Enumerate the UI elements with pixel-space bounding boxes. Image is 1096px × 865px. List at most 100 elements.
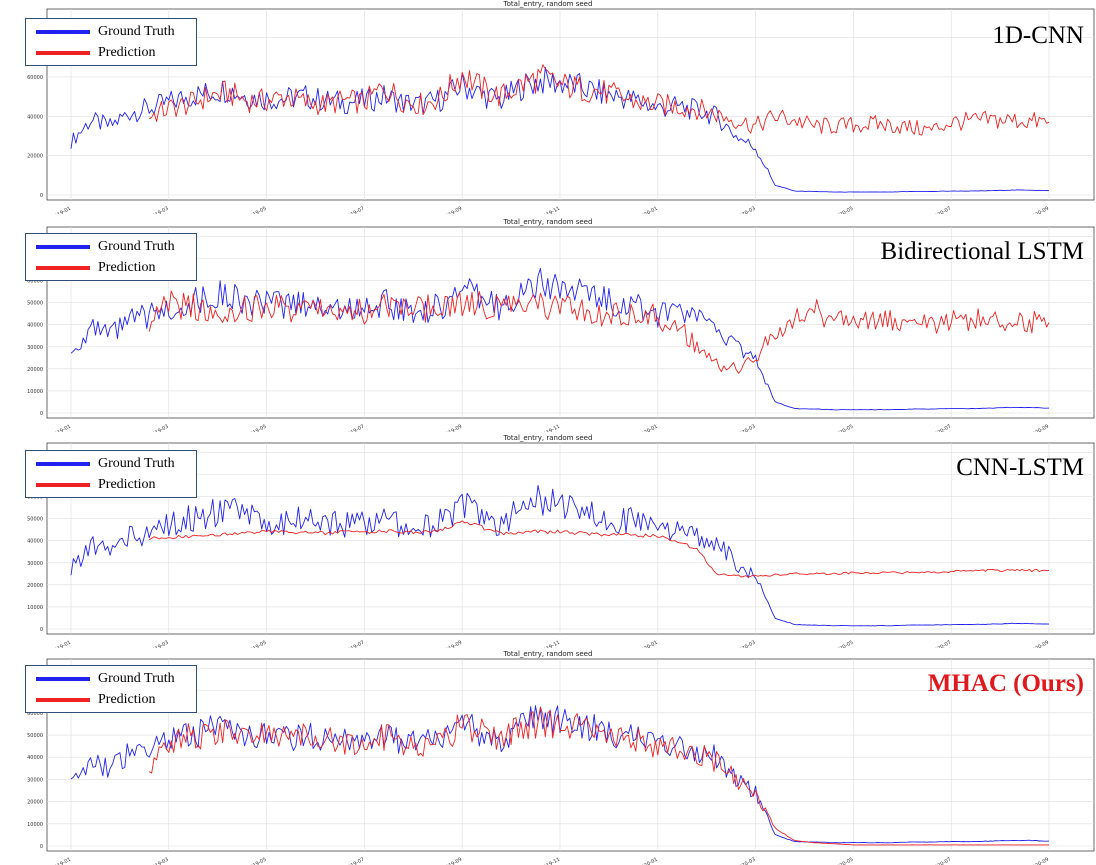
x-tick-label: 2020-01 [638, 424, 659, 432]
legend: Ground Truth Prediction [25, 18, 197, 66]
legend-label: Prediction [98, 260, 156, 275]
y-tick-label: 30000 [27, 345, 43, 351]
ground-truth-line [70, 705, 1050, 844]
legend: Ground Truth Prediction [25, 233, 197, 281]
x-tick-label: 2019-07 [344, 857, 365, 865]
chart-panel-3: 0100002000030000400005000060000700008000… [0, 434, 1096, 648]
y-tick-label: 10000 [27, 389, 43, 395]
prediction-line [148, 520, 1050, 578]
chart-panel-1: 0200004000060000800002019-012019-032019-… [0, 0, 1096, 214]
legend-label: Prediction [98, 692, 156, 707]
x-tick-label: 2020-07 [931, 640, 952, 648]
panel-title: Total_entry, random seed [503, 0, 593, 8]
x-tick-label: 2019-01 [51, 857, 72, 865]
x-tick-label: 2019-01 [51, 206, 72, 214]
y-tick-label: 10000 [27, 605, 43, 611]
legend-swatch [36, 245, 90, 249]
legend-label: Ground Truth [98, 671, 175, 686]
y-tick-label: 50000 [27, 517, 43, 523]
legend-swatch [36, 677, 90, 681]
x-tick-label: 2019-09 [442, 206, 463, 214]
model-label: MHAC (Ours) [927, 670, 1084, 697]
x-tick-label: 2020-07 [931, 857, 952, 865]
chart-svg: 0100002000030000400005000060000700008000… [27, 442, 1095, 648]
x-tick-label: 2019-07 [344, 424, 365, 432]
legend-item-ground-truth: Ground Truth [36, 455, 175, 473]
y-tick-label: 60000 [27, 75, 43, 81]
x-tick-label: 2019-11 [540, 640, 561, 648]
y-tick-label: 30000 [27, 777, 43, 783]
x-tick-label: 2020-05 [833, 206, 854, 214]
y-tick-label: 10000 [27, 822, 43, 828]
model-label: 1D-CNN [992, 22, 1084, 49]
y-tick-label: 20000 [27, 800, 43, 806]
x-tick-label: 2019-11 [540, 857, 561, 865]
x-tick-label: 2019-05 [246, 424, 267, 432]
x-tick-label: 2020-05 [833, 424, 854, 432]
x-tick-label: 2019-03 [149, 640, 170, 648]
legend-item-ground-truth: Ground Truth [36, 238, 175, 256]
x-tick-label: 2020-01 [638, 640, 659, 648]
panel-title: Total_entry, random seed [503, 650, 593, 658]
panel-title: Total_entry, random seed [503, 218, 593, 226]
x-tick-label: 2019-09 [442, 424, 463, 432]
legend-swatch [36, 51, 90, 55]
x-tick-label: 2020-05 [833, 857, 854, 865]
plot-frame [46, 226, 1095, 419]
x-tick-label: 2020-03 [735, 424, 756, 432]
y-tick-label: 0 [40, 844, 43, 850]
y-tick-label: 60000 [27, 279, 43, 285]
y-tick-label: 0 [40, 627, 43, 633]
legend-item-prediction: Prediction [36, 476, 156, 494]
x-tick-label: 2020-09 [1029, 206, 1050, 214]
chart-panel-4: 0100002000030000400005000060000700008000… [0, 650, 1096, 865]
x-tick-label: 2019-11 [540, 424, 561, 432]
legend-item-prediction: Prediction [36, 259, 156, 277]
legend-label: Ground Truth [98, 456, 175, 471]
prediction-line [148, 64, 1050, 136]
y-tick-label: 20000 [27, 583, 43, 589]
y-tick-label: 40000 [27, 539, 43, 545]
panel-title: Total_entry, random seed [503, 434, 593, 442]
legend-swatch [36, 266, 90, 270]
legend-item-ground-truth: Ground Truth [36, 670, 175, 688]
x-tick-label: 2019-05 [246, 857, 267, 865]
x-tick-label: 2020-01 [638, 857, 659, 865]
x-tick-label: 2020-09 [1029, 857, 1050, 865]
x-tick-label: 2019-09 [442, 640, 463, 648]
legend-item-prediction: Prediction [36, 691, 156, 709]
y-tick-label: 40000 [27, 323, 43, 329]
y-tick-label: 40000 [27, 114, 43, 120]
chart-svg: 0100002000030000400005000060000700008000… [27, 658, 1095, 865]
legend-label: Prediction [98, 477, 156, 492]
x-tick-label: 2020-09 [1029, 640, 1050, 648]
legend-label: Ground Truth [98, 24, 175, 39]
legend-item-ground-truth: Ground Truth [36, 23, 175, 41]
legend-item-prediction: Prediction [36, 44, 156, 62]
legend: Ground Truth Prediction [25, 450, 197, 498]
x-tick-label: 2019-05 [246, 640, 267, 648]
y-tick-label: 60000 [27, 711, 43, 717]
ground-truth-line [70, 267, 1050, 411]
y-tick-label: 30000 [27, 561, 43, 567]
y-tick-label: 20000 [27, 367, 43, 373]
y-tick-label: 50000 [27, 301, 43, 307]
x-tick-label: 2020-07 [931, 424, 952, 432]
x-tick-label: 2019-03 [149, 424, 170, 432]
legend-swatch [36, 30, 90, 34]
x-tick-label: 2020-05 [833, 640, 854, 648]
x-tick-label: 2019-01 [51, 640, 72, 648]
x-tick-label: 2019-03 [149, 857, 170, 865]
x-tick-label: 2020-03 [735, 206, 756, 214]
plot-frame [46, 442, 1095, 635]
model-label: Bidirectional LSTM [880, 238, 1084, 265]
x-tick-label: 2019-11 [540, 206, 561, 214]
prediction-line [148, 706, 1049, 846]
x-tick-label: 2019-07 [344, 640, 365, 648]
y-tick-label: 0 [40, 193, 43, 199]
plot-frame [46, 658, 1095, 852]
y-tick-label: 20000 [27, 154, 43, 160]
legend: Ground Truth Prediction [25, 665, 197, 713]
chart-panel-2: 0100002000030000400005000060000700008000… [0, 218, 1096, 432]
